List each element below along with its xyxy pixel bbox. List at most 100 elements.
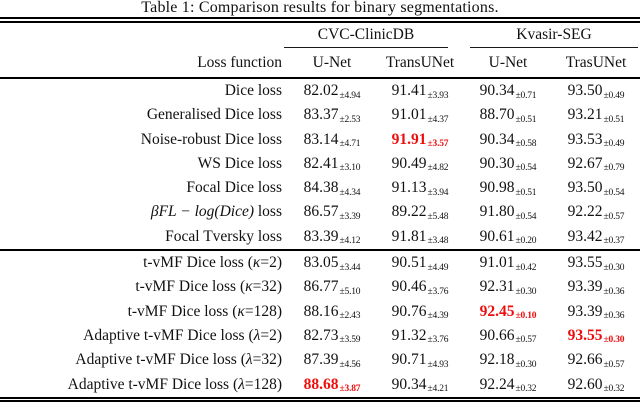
metric-mean-value: 92.66	[567, 351, 603, 369]
table-row: Focal Dice loss 84.38±4.34 91.13±3.94 90.98…	[0, 176, 640, 200]
metric-value-cell: 92.60±0.32	[552, 373, 640, 402]
metric-value-cell: 92.18±0.30	[464, 348, 552, 377]
metric-value-cell: 93.55±0.30	[552, 251, 640, 280]
table-caption: Table 1: Comparison results for binary s…	[141, 0, 499, 16]
group-header-row: CVC-ClinicDB Kvasir-SEG	[0, 23, 640, 48]
metric-mean-value: 90.98	[479, 179, 515, 197]
metric-std-subscript: ±0.36	[603, 286, 625, 297]
metric-mean-value: 91.32	[391, 326, 427, 344]
metric-std-subscript: ±4.49	[427, 262, 449, 273]
loss-function-label-segment: κ	[252, 254, 261, 272]
metric-mean-value: 93.39	[567, 302, 603, 320]
loss-function-label-segment: κ	[237, 302, 245, 320]
metric-value-cell: 88.16±2.43	[288, 300, 376, 329]
table-row: Noise-robust Dice loss 83.14±4.71 91.91±3.…	[0, 128, 640, 152]
column-header-trasunet-kvasir: TrasUNet	[565, 53, 627, 71]
metric-value-cell: 91.80±0.54	[464, 200, 552, 229]
metric-value-cell: 91.01±4.37	[376, 103, 464, 132]
loss-function-label-segment: =128)	[244, 375, 282, 393]
metric-value-cell: 91.01±0.42	[464, 251, 552, 280]
metric-mean-value: 83.37	[303, 106, 339, 124]
metric-std-subscript: ±0.32	[603, 384, 625, 395]
metric-mean-value: 86.57	[303, 203, 339, 221]
metric-mean-value: 90.71	[391, 351, 427, 369]
metric-mean-value: 84.38	[303, 179, 339, 197]
metric-value-cell-best: 88.68±3.87	[288, 373, 376, 402]
metric-std-subscript: ±0.57	[515, 335, 537, 346]
loss-function-label: Noise-robust Dice loss	[0, 128, 288, 157]
loss-function-label: Generalised Dice loss	[0, 103, 288, 132]
column-header-unet-cvc: U-Net	[312, 53, 352, 71]
metric-value-cell: 86.77±5.10	[288, 275, 376, 304]
loss-function-label: t-vMF Dice loss (κ=128)	[0, 300, 288, 329]
column-header-transunet-cvc: TransUNet	[385, 53, 455, 71]
metric-std-subscript: ±3.39	[339, 211, 361, 222]
loss-function-label: Adaptive t-vMF Dice loss (λ=32)	[0, 348, 288, 377]
metric-std-subscript: ±2.43	[339, 311, 361, 322]
metric-std-subscript: ±0.20	[515, 236, 537, 247]
group-header-label: CVC-ClinicDB	[317, 26, 415, 43]
loss-function-label-segment: Adaptive t-vMF Dice loss (	[75, 351, 246, 369]
loss-function-label-segment: Focal Dice loss	[186, 179, 282, 197]
loss-function-label-segment: =128)	[244, 302, 282, 320]
metric-std-subscript: ±3.93	[427, 90, 449, 101]
metric-value-cell: 93.42±0.37	[552, 225, 640, 254]
metric-std-subscript: ±3.57	[427, 139, 449, 150]
metric-mean-value: 93.50	[567, 82, 603, 99]
metric-mean-value: 93.55	[567, 254, 603, 272]
metric-mean-value: 90.51	[391, 254, 427, 272]
metric-value-cell: 87.39±4.56	[288, 348, 376, 377]
metric-mean-value: 92.60	[567, 375, 603, 393]
metric-mean-value: 90.61	[479, 227, 515, 245]
header-rule	[0, 77, 640, 79]
group-header-cvc-clinicdb: CVC-ClinicDB	[284, 23, 448, 48]
metric-std-subscript: ±3.10	[339, 163, 361, 174]
loss-function-label-segment: t-vMF Dice loss (	[127, 302, 238, 320]
metric-std-subscript: ±0.51	[515, 187, 537, 198]
metric-value-cell: 91.32±3.76	[376, 324, 464, 353]
metric-mean-value: 93.39	[567, 278, 603, 296]
metric-mean-value: 88.16	[303, 302, 339, 320]
metric-std-subscript: ±0.30	[515, 359, 537, 370]
loss-function-label-segment: loss	[254, 203, 282, 221]
loss-function-label: βFL − log(Dice) loss	[0, 200, 288, 229]
loss-function-label-segment: =32)	[252, 351, 282, 369]
metric-std-subscript: ±0.42	[515, 262, 537, 273]
metric-std-subscript: ±4.34	[339, 187, 361, 198]
metric-std-subscript: ±0.54	[515, 211, 537, 222]
metric-mean-value: 91.13	[391, 179, 427, 197]
metric-value-cell-best: 92.45±0.10	[464, 300, 552, 329]
metric-std-subscript: ±5.10	[339, 286, 361, 297]
table-body-standard-losses: Dice loss 82.02±4.94 91.41±3.93 90.34±0.71 9…	[0, 79, 640, 249]
metric-value-cell: 83.14±4.71	[288, 128, 376, 157]
loss-function-label: Dice loss	[0, 79, 288, 108]
metric-mean-value: 92.45	[479, 302, 515, 320]
metric-value-cell: 90.34±0.58	[464, 128, 552, 157]
table-row: βFL − log(Dice) loss 86.57±3.39 89.22±5.48…	[0, 200, 640, 224]
metric-std-subscript: ±0.51	[515, 114, 537, 125]
loss-function-label-segment: =2)	[260, 326, 282, 344]
metric-mean-value: 90.34	[391, 375, 427, 393]
metric-value-cell: 82.02±4.94	[288, 79, 376, 108]
loss-function-label: t-vMF Dice loss (κ=2)	[0, 251, 288, 280]
group-header-label: Kvasir-SEG	[516, 26, 592, 43]
metric-mean-value: 91.80	[479, 203, 515, 221]
metric-mean-value: 82.41	[303, 154, 339, 172]
table-row: Adaptive t-vMF Dice loss (λ=2) 82.73±3.59…	[0, 324, 640, 348]
metric-std-subscript: ±0.79	[603, 163, 625, 174]
metric-std-subscript: ±3.59	[339, 335, 361, 346]
metric-mean-value: 93.50	[567, 179, 603, 197]
metric-mean-value: 86.77	[303, 278, 339, 296]
metric-mean-value: 92.24	[479, 375, 515, 393]
metric-value-cell: 92.67±0.79	[552, 152, 640, 181]
loss-function-label-segment: λ	[238, 375, 245, 393]
metric-value-cell-best: 91.91±3.57	[376, 128, 464, 157]
metric-mean-value: 90.46	[391, 278, 427, 296]
metric-mean-value: 82.02	[303, 82, 339, 99]
metric-std-subscript: ±4.94	[339, 90, 361, 101]
metric-mean-value: 88.70	[479, 106, 515, 124]
metric-mean-value: 87.39	[303, 351, 339, 369]
loss-function-label-segment: =2)	[260, 254, 282, 272]
metric-std-subscript: ±4.56	[339, 359, 361, 370]
metric-mean-value: 91.01	[391, 106, 427, 124]
